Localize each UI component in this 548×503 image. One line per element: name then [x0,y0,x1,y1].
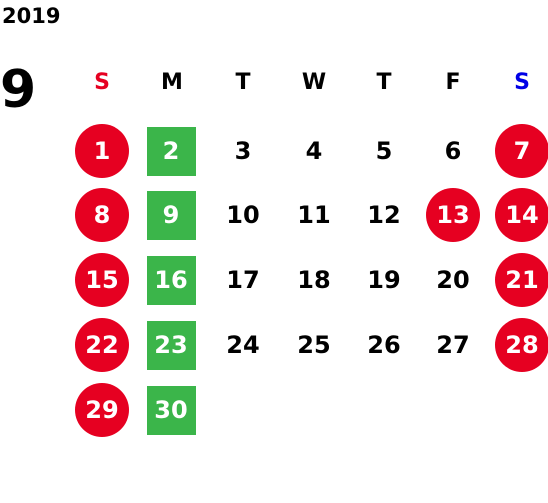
holiday-circle [495,318,548,372]
monday-square [146,126,196,176]
holiday-circle [426,188,480,242]
day-number: 7 [513,137,531,165]
day-number: 2 [162,137,180,165]
monday-square [146,255,196,305]
day-number: 14 [505,201,539,229]
day-number: 24 [226,331,260,359]
day-number: 19 [367,266,401,294]
day-number: 28 [505,331,539,359]
weekday-label: T [235,69,251,95]
day-number: 16 [154,266,188,294]
monday-square [146,320,196,370]
day-number: 20 [436,266,470,294]
day-number: 17 [226,266,260,294]
day-number: 8 [93,201,111,229]
holiday-circle [495,124,548,178]
day-number: 26 [367,331,401,359]
holiday-circle [75,253,129,307]
day-number: 5 [375,137,393,165]
weekday-label: M [161,69,183,95]
weekday-label: S [514,69,530,95]
day-number: 15 [85,266,119,294]
weekday-label: W [301,69,327,95]
holiday-circle [495,188,548,242]
day-number: 25 [297,331,331,359]
holiday-circle [75,318,129,372]
holiday-circle [495,253,548,307]
day-number: 10 [226,201,260,229]
year: 2019 [2,4,61,28]
weekday-label: T [376,69,392,95]
weekday-label: F [445,69,461,95]
monday-square [146,190,196,240]
day-number: 23 [154,331,188,359]
month: 9 [0,60,37,120]
holiday-circle [75,188,129,242]
day-number: 3 [234,137,252,165]
holiday-circle [75,383,129,437]
day-number: 6 [444,137,462,165]
holiday-circle [75,124,129,178]
day-number: 27 [436,331,470,359]
weekday-label: S [94,69,110,95]
day-number: 21 [505,266,539,294]
day-number: 4 [305,137,323,165]
day-number: 30 [154,396,188,424]
day-number: 29 [85,396,119,424]
day-number: 18 [297,266,331,294]
day-number: 12 [367,201,401,229]
day-number: 13 [436,201,470,229]
day-number: 11 [297,201,331,229]
day-number: 22 [85,331,119,359]
day-number: 1 [93,137,111,165]
monday-square [146,385,196,435]
day-number: 9 [162,201,180,229]
